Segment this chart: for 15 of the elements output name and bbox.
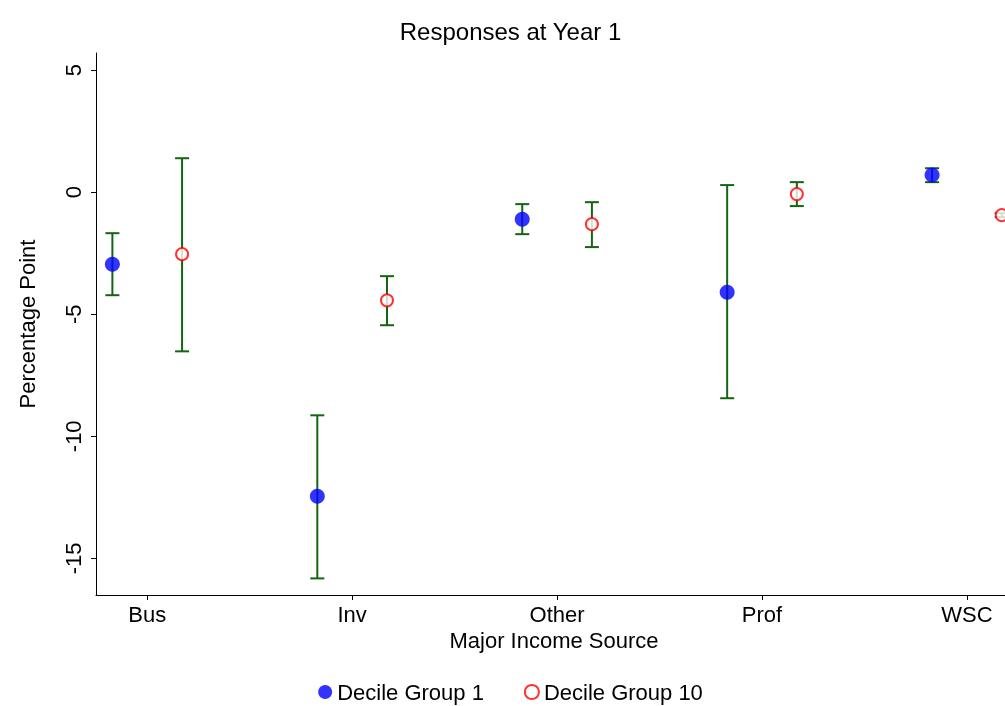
x-tick-label: Bus [128, 601, 167, 627]
x-tick-label: Other [529, 601, 585, 627]
x-tick-label: WSC [941, 601, 993, 627]
x-tick-label: Inv [337, 601, 367, 627]
chart-title: Responses at Year 1 [399, 17, 622, 45]
y-tick-label: 0 [60, 186, 86, 199]
x-axis-title: Major Income Source [449, 628, 659, 654]
y-tick-label: -10 [60, 420, 86, 453]
legend-label: Decile Group 10 [543, 679, 703, 705]
legend-label: Decile Group 1 [337, 679, 484, 705]
y-tick-label: 5 [60, 63, 86, 77]
y-tick-label: -15 [60, 542, 86, 575]
y-tick-label: -5 [60, 304, 86, 325]
y-axis-title: Percentage Point [14, 239, 40, 409]
x-tick-label: Prof [741, 601, 784, 627]
